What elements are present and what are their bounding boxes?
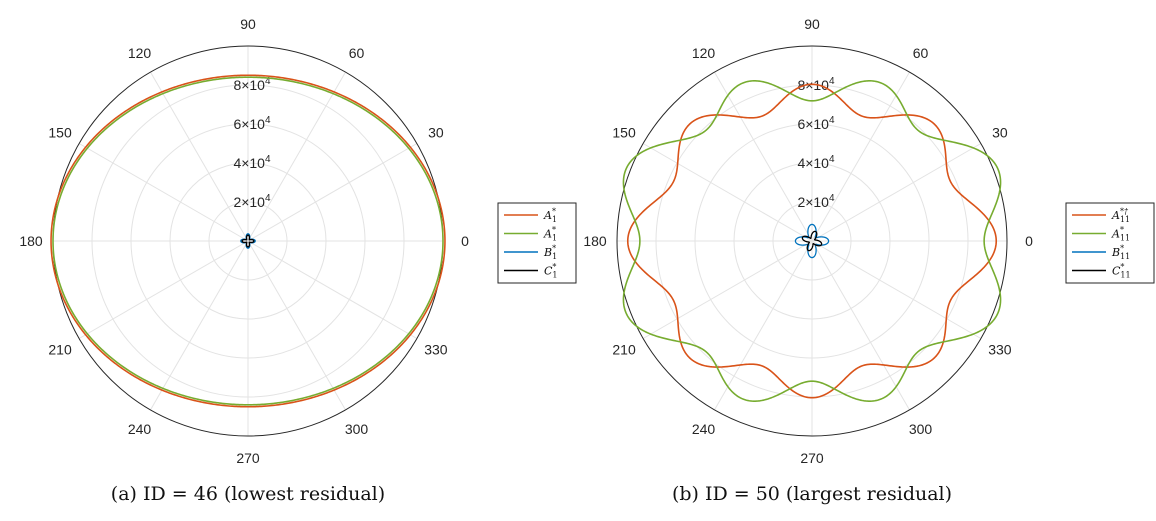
angle-tick-label: 0 [1025,233,1033,249]
polar-chart-a: 0 30 60 90 120 150 180 210 240 270 300 330 2×104 4×10… [19,16,577,505]
angle-tick-label: 90 [240,16,256,32]
series-line-c1-3 [241,234,255,248]
radial-tick-label: 4×104 [233,154,271,171]
angle-tick-label: 90 [804,16,820,32]
series-line-a1-0 [50,74,446,408]
polar-outer-ring [616,45,1008,437]
legend-box [1065,202,1155,284]
angle-tick-label: 270 [236,450,260,466]
legend-entry-label: C* 1 [544,263,558,280]
angle-gridline [811,143,982,242]
angle-gridline [247,71,346,242]
legend-entry-label: A*† 11 [1111,207,1130,224]
radial-tick-label: 6×104 [233,115,271,132]
radial-tick-label: 6×104 [797,115,835,132]
series-line-a11-0 [626,83,998,399]
angle-tick-label: 240 [128,421,152,437]
angle-gridline [150,71,249,242]
angle-tick-label: 210 [612,342,636,358]
angle-tick-label: 240 [692,421,716,437]
radial-tick-label: 4×104 [797,154,835,171]
angle-tick-label: 180 [19,233,43,249]
angle-gridline [811,240,982,339]
angle-tick-label: 30 [428,125,444,141]
series-line-a11-1 [622,80,1002,402]
angle-gridline [247,240,346,411]
angle-tick-label: 330 [424,342,448,358]
angle-gridline [247,143,418,242]
angle-tick-label: 330 [988,342,1012,358]
angle-gridline [150,240,249,411]
chart-caption: (a) ID = 46 (lowest residual) [111,483,385,505]
legend: A* 1A* 1B* 1C* 1 [497,202,577,284]
angle-tick-label: 270 [800,450,824,466]
series-line-a1-1 [52,76,444,406]
angle-gridline [811,240,910,411]
angle-gridline [642,240,813,339]
angle-tick-label: 300 [909,421,933,437]
legend: A*† 11A* 11B* 11C* 11 [1065,202,1155,284]
series-line-c11-3 [801,230,823,252]
series-line-b11-2 [794,223,830,259]
radial-tick-label: 8×104 [233,76,271,93]
angle-gridline [642,143,813,242]
angle-gridline [247,240,418,339]
legend-entry-label: A* 1 [543,207,557,224]
polar-grid [617,46,1007,436]
radial-tick-label: 2×104 [797,193,835,210]
angle-tick-label: 60 [349,45,365,61]
angle-gridline [811,71,910,242]
polar-grid [53,46,443,436]
angle-tick-label: 210 [48,342,72,358]
angle-gridline [78,143,249,242]
angle-gridline [78,240,249,339]
angle-tick-label: 180 [583,233,607,249]
radial-tick-label: 2×104 [233,193,271,210]
legend-box [497,202,577,284]
legend-entry-label: B* 1 [543,244,557,261]
angle-tick-label: 300 [345,421,369,437]
polar-chart-b: 0 30 60 90 120 150 180 210 240 270 300 330 2×104 4×10… [583,16,1155,505]
angle-tick-label: 60 [913,45,929,61]
angle-gridline [714,71,813,242]
legend-entry-label: A* 1 [543,226,557,243]
angle-tick-label: 30 [992,125,1008,141]
angle-tick-label: 120 [692,45,716,61]
angle-tick-label: 120 [128,45,152,61]
angle-tick-label: 150 [612,125,636,141]
angle-gridline [714,240,813,411]
angle-tick-label: 0 [461,233,469,249]
chart-caption: (b) ID = 50 (largest residual) [672,483,952,505]
angle-tick-label: 150 [48,125,72,141]
